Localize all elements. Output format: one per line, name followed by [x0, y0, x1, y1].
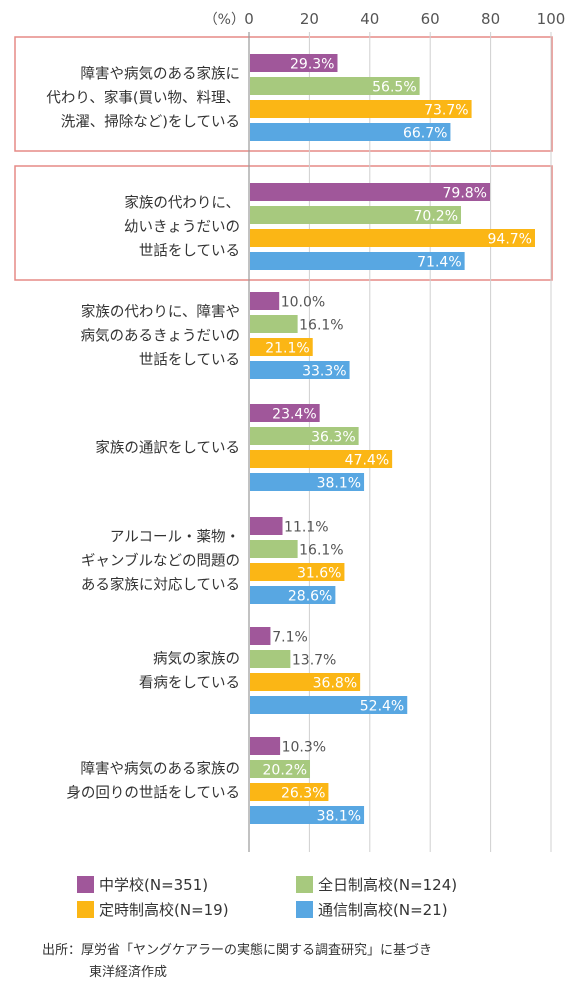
category-label-5-line-2: ギャンブルなどの問題の	[81, 552, 240, 570]
legend-label-4: 通信制高校(N=21)	[318, 901, 448, 919]
bar-series-4-category-7	[250, 806, 365, 824]
x-tick-label-0: 0	[244, 10, 254, 28]
category-label-7-line-1: 障害や病気のある家族の	[81, 760, 241, 778]
bar-series-3-category-6	[250, 673, 361, 691]
data-label-series-4-category-3: 33.3%	[302, 364, 346, 380]
data-label-series-4-category-4: 38.1%	[317, 476, 361, 492]
data-label-series-2-category-4: 36.3%	[311, 430, 355, 446]
source-line-1: 出所：厚労省「ヤングケアラーの実態に関する調査研究」に基づき	[42, 943, 433, 958]
bar-series-4-category-5	[250, 586, 336, 604]
category-label-3-line-2: 病気のあるきょうだいの	[81, 328, 241, 345]
source-note: 出所：厚労省「ヤングケアラーの実態に関する調査研究」に基づき 東洋経済作成	[42, 940, 432, 984]
category-label-1-line-1: 障害や病気のある家族に	[81, 65, 241, 83]
data-label-series-1-category-3: 10.0%	[281, 295, 325, 311]
category-label-3-line-1: 家族の代わりに、障害や	[81, 303, 240, 321]
data-label-series-2-category-3: 16.1%	[299, 318, 343, 334]
legend-swatch-2	[296, 876, 313, 893]
bar-series-3-category-4	[250, 450, 393, 468]
x-tick-label-60: 60	[421, 10, 440, 28]
bar-series-1-category-3	[250, 292, 280, 310]
legend-label-3: 定時制高校(N=19)	[99, 901, 229, 919]
data-label-series-3-category-4: 47.4%	[345, 453, 389, 469]
category-label-6-line-2: 看病をしている	[139, 675, 240, 692]
category-label-1-line-3: 洗濯、掃除など)をしている	[61, 113, 240, 131]
bar-series-4-category-2	[250, 252, 465, 270]
source-line-2: 東洋経済作成	[89, 965, 168, 980]
bar-series-3-category-1	[250, 100, 472, 118]
category-label-5-line-1: アルコール・薬物・	[110, 529, 240, 546]
category-label-2-line-2: 幼いきょうだいの	[124, 219, 240, 236]
bar-series-2-category-4	[250, 427, 359, 445]
legend-label-1: 中学校(N=351)	[99, 876, 208, 894]
data-label-series-1-category-5: 11.1%	[284, 520, 328, 536]
data-label-series-2-category-6: 13.7%	[292, 653, 336, 669]
data-label-series-4-category-1: 66.7%	[403, 126, 447, 142]
data-label-series-1-category-7: 10.3%	[282, 740, 326, 756]
x-tick-label-80: 80	[481, 10, 500, 28]
legend-label-2: 全日制高校(N=124)	[318, 876, 457, 894]
data-label-series-4-category-5: 28.6%	[288, 589, 332, 605]
x-axis-unit-label: （%）	[204, 12, 245, 28]
bar-series-4-category-4	[250, 473, 365, 491]
data-label-series-4-category-6: 52.4%	[360, 699, 404, 715]
highlight-box-1	[14, 36, 553, 152]
data-label-series-1-category-1: 29.3%	[290, 57, 334, 73]
data-label-series-2-category-7: 20.2%	[263, 763, 307, 779]
bar-chart: （%） 0 20 40 60 80 100 障害や病気のある家族に代わり、家事(買い物、料理、…	[14, 10, 566, 919]
bar-series-3-category-7	[250, 783, 329, 801]
category-label-1-line-2: 代わり、家事(買い物、料理、	[46, 90, 240, 107]
data-label-series-2-category-2: 70.2%	[414, 209, 458, 225]
category-label-6-line-1: 病気の家族の	[153, 651, 240, 668]
bar-series-4-category-1	[250, 123, 451, 141]
data-label-series-1-category-2: 79.8%	[443, 186, 487, 202]
category-label-4-line-1: 家族の通訳をしている	[95, 440, 240, 457]
x-tick-label-40: 40	[360, 10, 379, 28]
data-label-series-2-category-5: 16.1%	[299, 543, 343, 559]
bar-series-2-category-7	[250, 760, 311, 778]
legend-swatch-3	[77, 901, 94, 918]
data-label-series-3-category-1: 73.7%	[424, 103, 468, 119]
category-label-3-line-3: 世話をしている	[139, 352, 240, 369]
bar-series-1-category-2	[250, 183, 490, 201]
bar-series-1-category-4	[250, 404, 320, 422]
category-label-2-line-1: 家族の代わりに、	[124, 195, 240, 212]
data-label-series-3-category-3: 21.1%	[265, 341, 309, 357]
data-label-series-3-category-2: 94.7%	[488, 232, 532, 248]
bar-series-2-category-1	[250, 77, 420, 95]
category-label-5-line-3: ある家族に対応している	[81, 577, 240, 594]
bar-series-1-category-7	[250, 737, 281, 755]
data-label-series-2-category-1: 56.5%	[372, 80, 416, 96]
bar-series-2-category-2	[250, 206, 462, 224]
highlight-box-2	[14, 165, 553, 281]
bar-series-4-category-3	[250, 361, 350, 379]
x-tick-label-100: 100	[537, 10, 566, 28]
category-label-2-line-3: 世話をしている	[139, 243, 240, 260]
bar-series-3-category-5	[250, 563, 345, 581]
data-label-series-3-category-7: 26.3%	[281, 786, 325, 802]
bar-series-1-category-1	[250, 54, 338, 72]
bar-series-3-category-2	[250, 229, 535, 247]
bar-series-2-category-3	[250, 315, 298, 333]
bar-series-4-category-6	[250, 696, 408, 714]
legend-swatch-1	[77, 876, 94, 893]
category-label-7-line-2: 身の回りの世話をしている	[66, 785, 240, 802]
data-label-series-1-category-6: 7.1%	[272, 630, 308, 646]
bar-series-1-category-5	[250, 517, 283, 535]
data-label-series-4-category-7: 38.1%	[317, 809, 361, 825]
x-tick-label-20: 20	[300, 10, 319, 28]
bar-series-2-category-5	[250, 540, 298, 558]
legend-swatch-4	[296, 901, 313, 918]
bar-series-1-category-6	[250, 627, 271, 645]
bar-series-3-category-3	[250, 338, 313, 356]
data-label-series-3-category-6: 36.8%	[313, 676, 357, 692]
bar-series-2-category-6	[250, 650, 291, 668]
data-label-series-1-category-4: 23.4%	[272, 407, 316, 423]
data-label-series-3-category-5: 31.6%	[297, 566, 341, 582]
data-label-series-4-category-2: 71.4%	[417, 255, 461, 271]
